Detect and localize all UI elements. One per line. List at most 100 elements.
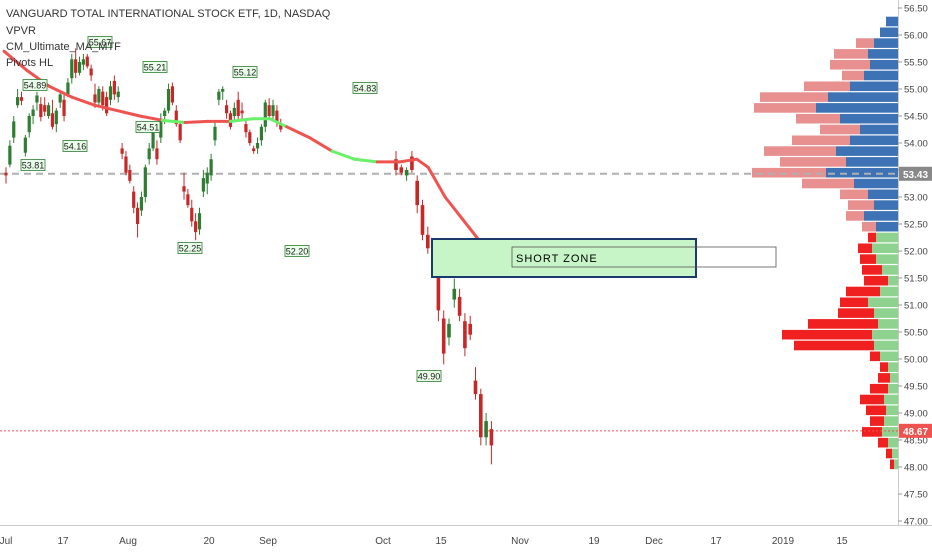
vp-bar-down	[804, 81, 850, 92]
vp-bar-up	[884, 394, 898, 405]
candle	[190, 207, 194, 222]
pivot-label: 52.20	[284, 245, 310, 257]
vp-bar-down	[880, 362, 888, 372]
x-tick-label: Sep	[259, 536, 277, 547]
pivot-text: 53.81	[22, 161, 45, 171]
vp-bar-down	[802, 178, 854, 189]
y-tick-label: 48.50	[904, 436, 928, 447]
indicator-pivots[interactable]: Pivots HL	[6, 57, 54, 69]
vp-bar-down	[840, 297, 868, 308]
vp-bar-up	[880, 286, 898, 297]
moving-average-segment	[460, 217, 481, 242]
vp-bar-down	[870, 351, 880, 362]
candle	[108, 86, 113, 100]
pivot-box	[22, 79, 48, 91]
pivot-label: 53.81	[20, 159, 46, 171]
candle	[19, 97, 24, 101]
candle	[452, 288, 457, 300]
vp-bar-up	[888, 362, 898, 372]
candle	[77, 62, 82, 73]
pivot-box	[177, 242, 203, 254]
vp-bar-up	[888, 383, 898, 394]
pivot-box	[232, 66, 258, 78]
pivot-box	[352, 82, 378, 94]
candle	[279, 124, 283, 130]
vp-bar-up	[884, 416, 898, 426]
vp-bar-up	[872, 329, 898, 340]
pivot-label: 55.21	[142, 61, 168, 73]
pivot-box	[62, 140, 88, 152]
vp-bar-down	[866, 405, 886, 416]
vp-bar-down	[796, 113, 840, 124]
candle	[232, 107, 236, 116]
vp-bar-down	[860, 254, 876, 264]
moving-average-segment	[115, 109, 142, 118]
vp-bar-up	[860, 124, 898, 135]
pivot-text: 49.90	[418, 372, 441, 382]
candle	[166, 89, 171, 111]
vp-bar-up	[876, 232, 898, 243]
candle	[143, 167, 147, 197]
vp-bar-up	[854, 178, 898, 189]
vp-bar-up	[876, 254, 898, 264]
y-tick-label: 56.50	[904, 4, 928, 15]
candle	[120, 148, 124, 154]
y-tick-label: 47.00	[904, 517, 928, 528]
vp-bar-down	[834, 49, 868, 59]
vp-bar-down	[820, 124, 860, 135]
candle	[58, 94, 62, 103]
candle	[236, 99, 240, 116]
vp-bar-up	[886, 16, 898, 27]
candle	[70, 59, 74, 79]
vp-bar-up	[850, 135, 898, 146]
candle	[404, 170, 409, 176]
vp-bar-down	[846, 211, 864, 221]
moving-average-segment	[138, 114, 164, 122]
vp-bar-up	[868, 189, 898, 200]
moving-average-segment	[228, 117, 255, 123]
moving-average-segment	[330, 149, 357, 161]
indicator-ma[interactable]: CM_Ultimate_MA_MTF	[6, 41, 121, 53]
x-tick-label: Aug	[119, 536, 137, 547]
pivot-text: 55.21	[144, 63, 167, 73]
vp-bar-down	[878, 373, 890, 383]
x-tick-label: Oct	[375, 536, 391, 547]
vp-bar-down	[862, 221, 876, 232]
pivot-text: 54.83	[354, 84, 377, 94]
pivot-label: 54.89	[22, 79, 48, 91]
vp-bar-up	[874, 200, 898, 210]
vp-bar-up	[888, 437, 898, 448]
vp-bar-down	[752, 167, 826, 178]
x-tick-label: 17	[710, 536, 722, 547]
candle	[447, 323, 451, 338]
vp-bar-down	[864, 275, 888, 286]
pivot-label: 54.51	[135, 121, 161, 133]
candle	[135, 207, 140, 224]
vp-bar-up	[836, 146, 898, 156]
short-zone-label: SHORT ZONE	[516, 253, 598, 265]
candle	[178, 124, 182, 141]
candle	[46, 105, 51, 116]
vp-bar-up	[882, 427, 898, 437]
candle	[128, 170, 132, 181]
vp-bar-down	[782, 329, 872, 340]
y-tick-label: 52.50	[904, 220, 928, 231]
candle	[457, 296, 462, 316]
pivot-box	[20, 159, 46, 171]
candle	[489, 429, 494, 446]
candle	[275, 110, 279, 122]
vp-bar-up	[886, 405, 898, 416]
candle	[89, 68, 93, 76]
indicator-vpvr[interactable]: VPVR	[6, 25, 36, 37]
moving-average-segment	[92, 103, 119, 113]
moving-average-segment	[268, 117, 289, 129]
poc-price-badge-bg	[899, 166, 932, 181]
vp-bar-down	[760, 92, 828, 102]
vp-bar-up	[890, 373, 898, 383]
vp-bar-up	[828, 92, 898, 102]
pivot-label: 49.90	[416, 370, 442, 382]
candle	[213, 126, 217, 141]
candle	[244, 124, 248, 133]
